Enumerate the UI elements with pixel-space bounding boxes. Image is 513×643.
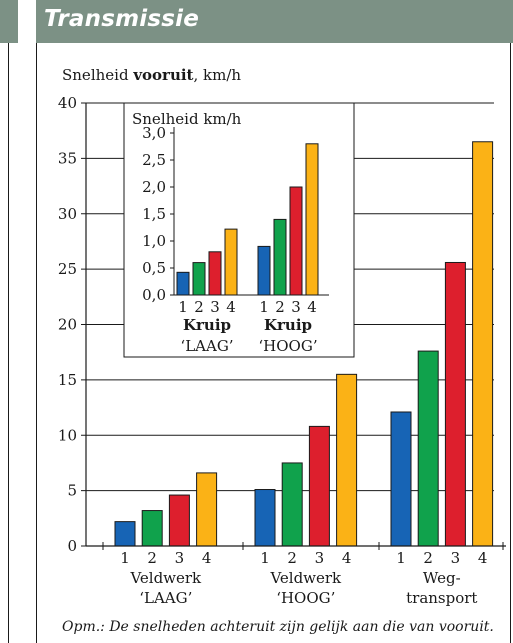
inset-group-label: Kruip (183, 316, 231, 334)
inset-bar (224, 228, 238, 296)
inset-y-tick-label: 1,0 (142, 232, 166, 250)
inset-group-label: Kruip (264, 316, 312, 334)
group-sublabel: ‘LAAG’ (139, 589, 192, 607)
inset-bar (305, 143, 319, 296)
inset-x-tick-label: 3 (210, 298, 220, 316)
left-neighbor-header (0, 0, 18, 43)
y-tick-label: 25 (58, 260, 77, 278)
x-tick-label: 2 (287, 549, 297, 567)
x-tick-label: 2 (147, 549, 157, 567)
inset-x-tick-label: 4 (226, 298, 236, 316)
group-sublabel: ‘HOOG’ (276, 589, 335, 607)
x-tick-label: 3 (175, 549, 185, 567)
inset-y-tick-label: 0,5 (142, 259, 166, 277)
footnote: Opm.: De snelheden achteruit zijn gelijk… (62, 619, 494, 635)
bar (281, 462, 303, 547)
group-label: Weg- (423, 569, 461, 587)
x-tick-label: 1 (120, 549, 130, 567)
main-chart-title: Snelheid vooruit, km/h (62, 66, 241, 84)
panel-border-left (36, 43, 37, 643)
x-tick-label: 1 (260, 549, 270, 567)
bar (417, 350, 439, 547)
group-label: Veldwerk (269, 569, 342, 587)
bar (336, 373, 358, 547)
y-tick-label: 30 (58, 205, 77, 223)
inset-bar (176, 271, 190, 296)
inset-y-tick-label: 3,0 (142, 124, 166, 142)
inset-chart-title: Snelheid km/h (132, 110, 242, 128)
group-sublabel: transport (406, 589, 477, 607)
bar (308, 425, 330, 547)
bar (168, 494, 190, 547)
bar (444, 261, 466, 547)
panel-title: Transmissie (44, 6, 200, 32)
y-tick-label: 15 (58, 371, 77, 389)
y-tick-label: 5 (67, 482, 77, 500)
inset-y-tick-label: 0,0 (142, 286, 166, 304)
y-tick-label: 40 (58, 94, 77, 112)
inset-group-sublabel: ‘LAAG’ (180, 337, 233, 355)
inset-x-tick-label: 3 (291, 298, 301, 316)
x-tick-label: 3 (451, 549, 461, 567)
y-tick-label: 35 (58, 149, 77, 167)
inset-y-tick-label: 2,5 (142, 151, 166, 169)
inset-group-sublabel: ‘HOOG’ (258, 337, 317, 355)
inset-y-tick-label: 1,5 (142, 205, 166, 223)
inset-bar (192, 262, 206, 296)
inset-x-tick-label: 1 (178, 298, 188, 316)
inset-x-tick-label: 2 (194, 298, 204, 316)
bar (141, 510, 163, 547)
inset-x-tick-label: 2 (275, 298, 285, 316)
inset-bar (273, 218, 287, 296)
y-tick-label: 10 (58, 426, 77, 444)
bar (254, 489, 276, 547)
x-tick-label: 3 (315, 549, 325, 567)
x-tick-label: 4 (478, 549, 488, 567)
y-tick-label: 20 (58, 316, 77, 334)
bar (390, 411, 412, 547)
inset-bar (208, 251, 222, 296)
x-tick-label: 1 (396, 549, 406, 567)
y-tick-label: 0 (67, 537, 77, 555)
x-tick-label: 4 (342, 549, 352, 567)
bar (196, 472, 218, 547)
x-tick-label: 4 (202, 549, 212, 567)
transmission-panel: Transmissie Snelheid vooruit, km/h 0 5 10 15… (36, 0, 513, 643)
inset-x-tick-label: 4 (307, 298, 317, 316)
inset-x-tick-label: 1 (259, 298, 269, 316)
bar (472, 141, 494, 547)
x-tick-label: 2 (423, 549, 433, 567)
left-neighbor-border (8, 43, 9, 643)
panel-header: Transmissie (36, 0, 513, 43)
bar (114, 521, 136, 547)
inset-y-tick-label: 2,0 (142, 178, 166, 196)
panel-border-right (510, 43, 511, 643)
inset-bar (289, 186, 303, 296)
inset-bar (257, 245, 271, 296)
group-label: Veldwerk (129, 569, 202, 587)
left-neighbor-strip (0, 0, 18, 643)
